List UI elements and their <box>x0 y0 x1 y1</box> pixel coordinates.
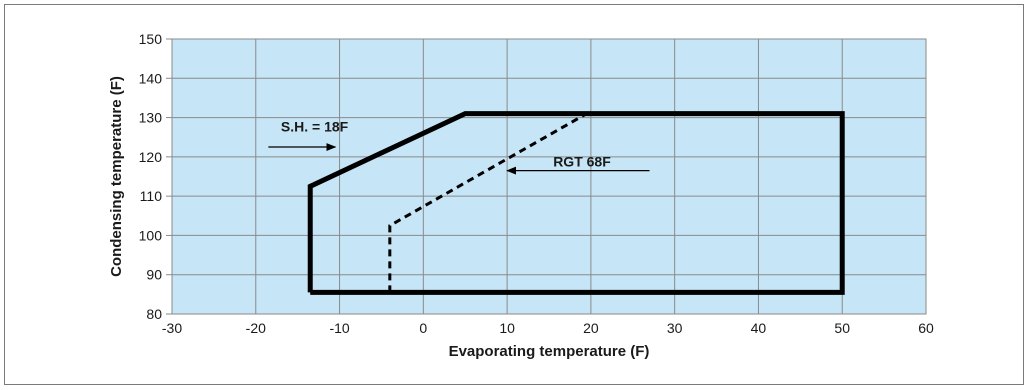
x-tick-label: 20 <box>583 320 599 336</box>
x-tick-label: 0 <box>419 320 427 336</box>
x-tick-label: 60 <box>918 320 934 336</box>
y-axis-title: Condensing temperature (F) <box>108 76 125 277</box>
x-tick-label: -20 <box>246 320 266 336</box>
x-tick-label: 30 <box>667 320 683 336</box>
y-tick-label: 80 <box>146 306 162 322</box>
plot-area <box>171 38 927 315</box>
y-tick-label: 130 <box>139 110 163 126</box>
annotation-layer: S.H. = 18F RGT 68F <box>268 118 650 175</box>
y-tick-label: 110 <box>140 188 163 204</box>
chart-frame <box>4 4 1024 385</box>
x-tick-label: -10 <box>329 320 349 336</box>
annotation-label-0: S.H. = 18F <box>281 118 349 134</box>
x-tick-label: -30 <box>162 320 182 336</box>
x-tick-label: 40 <box>751 320 767 336</box>
x-axis-title: Evaporating temperature (F) <box>449 343 650 360</box>
y-tick-labels: 80 90 100 110 120 130 140 150 <box>139 31 163 322</box>
dashed-series-line-1 <box>388 112 588 293</box>
series-layer <box>307 111 845 295</box>
x-tick-labels: -30 -20 -10 0 10 20 30 40 50 60 <box>162 320 934 336</box>
y-tick-label: 140 <box>139 70 163 86</box>
y-tick-label: 120 <box>139 149 163 165</box>
envelope-series-line-0 <box>307 111 845 295</box>
y-tick-label: 150 <box>139 31 163 47</box>
x-tick-label: 10 <box>499 320 515 336</box>
y-tick-label: 90 <box>146 267 162 283</box>
annotation-label-1: RGT 68F <box>553 154 611 170</box>
x-tick-label: 50 <box>834 320 850 336</box>
y-tick-label: 100 <box>139 227 163 243</box>
